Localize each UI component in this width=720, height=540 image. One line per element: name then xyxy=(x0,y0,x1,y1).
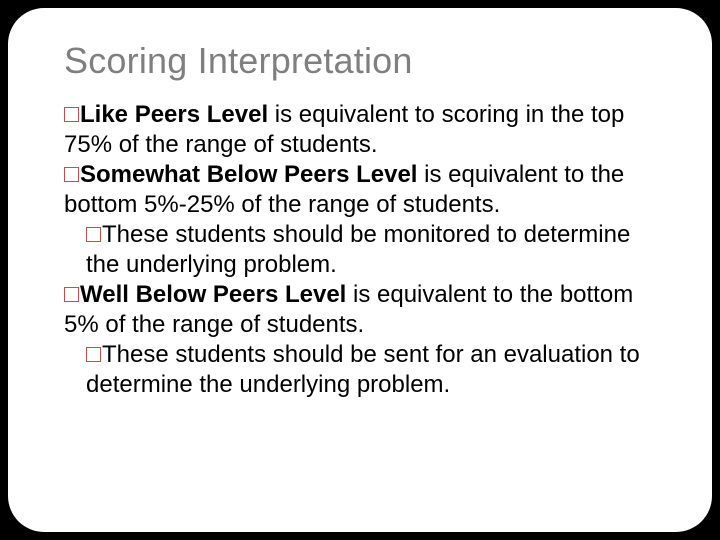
bullet-text: These students should be monitored to de… xyxy=(86,221,630,278)
bullet-item: Like Peers Level is equivalent to scorin… xyxy=(64,100,664,160)
bullet-marker-icon xyxy=(86,227,101,242)
bullet-marker-icon xyxy=(64,107,79,122)
bullet-item: Somewhat Below Peers Level is equivalent… xyxy=(64,160,664,220)
bullet-item: These students should be monitored to de… xyxy=(86,220,664,280)
slide-frame: Scoring Interpretation Like Peers Level … xyxy=(8,8,712,532)
bullet-bold: Like Peers Level xyxy=(80,101,268,128)
bullet-item: These students should be sent for an eva… xyxy=(86,340,664,400)
bullet-bold: Somewhat Below Peers Level xyxy=(80,161,417,188)
bullet-bold: Well Below Peers Level xyxy=(80,281,346,308)
bullet-text: These students should be sent for an eva… xyxy=(86,341,640,398)
bullet-marker-icon xyxy=(86,347,101,362)
slide-content: Like Peers Level is equivalent to scorin… xyxy=(64,100,664,400)
bullet-marker-icon xyxy=(64,287,79,302)
slide-title: Scoring Interpretation xyxy=(64,40,664,82)
bullet-marker-icon xyxy=(64,167,79,182)
bullet-item: Well Below Peers Level is equivalent to … xyxy=(64,280,664,340)
